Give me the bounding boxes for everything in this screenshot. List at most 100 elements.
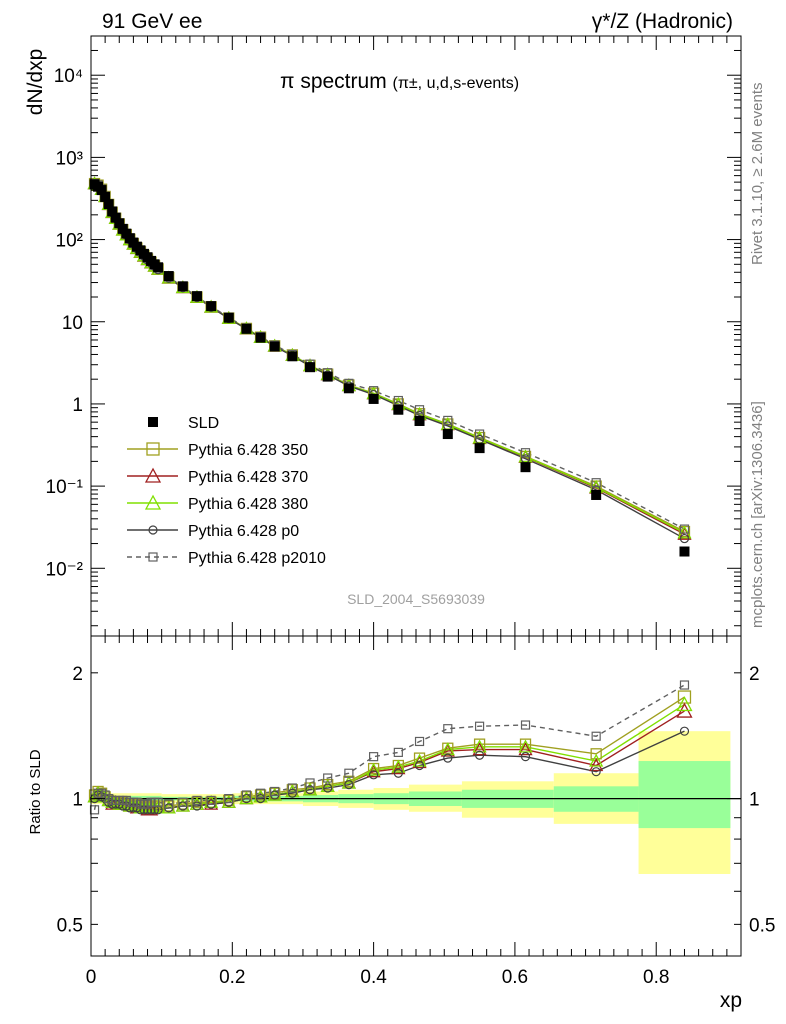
x-tick-label: 0 <box>86 967 97 988</box>
legend-label-pythia-6-428-p2010: Pythia 6.428 p2010 <box>188 550 326 567</box>
header-right-label: γ*/Z (Hadronic) <box>592 10 733 33</box>
ratio-point-pythia-6-428-p0 <box>474 750 485 760</box>
legend-marker-sld <box>148 417 158 427</box>
ratio-point-pythia-6-428-p0 <box>393 768 403 778</box>
ratio-point-pythia-6-428-380 <box>676 696 693 712</box>
main-axes: 10⁻² 10⁻¹ 1 10 10² 10³ 10⁴ <box>46 35 742 637</box>
main-plot-area <box>91 36 741 636</box>
data-point-sld <box>110 212 121 223</box>
ratio-point-pythia-6-428-p2010 <box>164 799 174 809</box>
ratio-point-pythia-6-428-p0 <box>344 780 354 790</box>
data-point-sld <box>223 312 234 323</box>
data-point-sld <box>206 301 217 312</box>
ratio-point-pythia-6-428-380 <box>161 800 176 814</box>
ratio-point-pythia-6-428-380 <box>391 759 406 773</box>
data-point-sld <box>442 429 453 440</box>
ratio-point-pythia-6-428-350 <box>473 738 486 750</box>
ratio-point-pythia-6-428-p2010 <box>255 788 266 798</box>
data-point-sld <box>255 332 266 343</box>
ratio-point-pythia-6-428-p2010 <box>206 795 216 806</box>
x-tick-label: 0.6 <box>502 967 528 988</box>
ratio-point-pythia-6-428-370 <box>366 764 381 778</box>
data-point-sld <box>191 291 202 302</box>
data-point-sld <box>679 546 690 557</box>
data-point-sld <box>103 199 114 210</box>
data-point-sld <box>591 489 602 500</box>
data-point-sld <box>393 404 404 415</box>
ratio-point-pythia-6-428-p2010 <box>393 747 403 757</box>
data-point-sld <box>96 185 107 196</box>
legend-marker-pythia-6-428-370 <box>144 467 162 483</box>
ratio-point-pythia-6-428-p0 <box>255 793 266 804</box>
ratio-point-pythia-6-428-370 <box>391 761 406 775</box>
side-label-top: Rivet 3.1.10, ≥ 2.6M events <box>749 83 766 266</box>
ratio-point-pythia-6-428-p0 <box>287 788 297 798</box>
ratio-point-pythia-6-428-p2010 <box>153 797 163 807</box>
ratio-point-pythia-6-428-380 <box>589 753 604 767</box>
main-title-sub: (π±, u,d,s-events) <box>393 75 520 92</box>
y-tick-label: 2 <box>72 664 83 685</box>
data-point-sld <box>163 271 174 282</box>
ratio-point-pythia-6-428-380 <box>239 791 254 805</box>
legend-label-pythia-6-428-350: Pythia 6.428 350 <box>188 442 308 459</box>
data-point-pythia-6-428-p2010 <box>443 415 453 426</box>
ratio-point-pythia-6-428-p2010 <box>224 793 234 804</box>
ratio-point-pythia-6-428-p2010 <box>474 721 485 731</box>
ratio-point-pythia-6-428-p2010 <box>344 768 354 778</box>
data-point-pythia-6-428-p2010 <box>474 429 485 439</box>
x-tick-label: 0.8 <box>643 967 669 988</box>
ratio-panel: 0 0.2 0.4 0.6 0.8 0.5 1 2 0.5 1 2 Ratio to SLD xp <box>27 635 775 1012</box>
data-point-pythia-6-428-p2010 <box>414 405 425 415</box>
ratio-point-pythia-6-428-p0 <box>679 726 690 736</box>
ratio-point-pythia-6-428-p0 <box>520 752 531 762</box>
data-point-pythia-6-428-p2010 <box>520 448 531 458</box>
x-tick-label: 0.4 <box>360 967 387 988</box>
y-tick-label: 10⁻² <box>46 559 84 580</box>
data-point-sld <box>114 218 125 229</box>
ratio-point-pythia-6-428-p0 <box>305 785 315 795</box>
ratio-point-pythia-6-428-p2010 <box>679 680 690 690</box>
data-point-sld <box>177 281 188 292</box>
analysis-watermark: SLD_2004_S5693039 <box>347 591 485 607</box>
ratio-uncertainty-bands <box>91 636 741 956</box>
y-tick-label-right: 0.5 <box>749 915 775 936</box>
legend-label-pythia-6-428-370: Pythia 6.428 370 <box>188 469 308 486</box>
ratio-point-pythia-6-428-p0 <box>414 760 425 771</box>
ratio-point-pythia-6-428-p2010 <box>443 724 453 734</box>
data-point-sld <box>269 341 280 352</box>
ratio-point-pythia-6-428-p0 <box>192 801 202 811</box>
ratio-point-pythia-6-428-350 <box>519 738 532 750</box>
data-point-sld <box>343 383 354 394</box>
x-axis-label: xp <box>720 989 742 1012</box>
data-point-sld <box>474 443 485 454</box>
header-left-label: 91 GeV ee <box>102 10 202 33</box>
ratio-point-pythia-6-428-p0 <box>591 767 601 777</box>
main-title-text: π spectrum <box>280 70 387 93</box>
ratio-point-pythia-6-428-p2010 <box>414 736 425 747</box>
x-tick-label: 0.2 <box>219 967 245 988</box>
y-tick-label: 10⁴ <box>54 66 83 87</box>
ratio-point-pythia-6-428-370 <box>472 742 487 756</box>
data-point-pythia-6-428-380 <box>677 525 692 539</box>
ratio-point-pythia-6-428-370 <box>412 755 427 769</box>
legend-label-pythia-6-428-p0: Pythia 6.428 p0 <box>188 523 299 540</box>
legend-label-pythia-6-428-380: Pythia 6.428 380 <box>188 496 308 513</box>
ratio-point-pythia-6-428-380 <box>366 762 381 776</box>
legend-marker-pythia-6-428-p2010 <box>148 552 158 562</box>
ratio-point-pythia-6-428-380 <box>412 753 427 767</box>
main-background-layer <box>91 36 741 636</box>
data-point-sld <box>100 191 111 202</box>
data-point-sld <box>322 371 333 382</box>
data-point-sld <box>520 462 531 473</box>
data-point-pythia-6-428-p2010 <box>591 478 601 488</box>
data-point-sld <box>414 415 425 426</box>
ratio-y-axis-label: Ratio to SLD <box>27 749 44 834</box>
main-panel: 10⁻² 10⁻¹ 1 10 10² 10³ 10⁴ π spectrum (π±, u,d… <box>24 35 742 637</box>
ratio-point-pythia-6-428-370 <box>518 742 533 756</box>
data-point-pythia-6-428-p2010 <box>393 395 403 406</box>
ratio-point-pythia-6-428-p0 <box>323 783 333 793</box>
ratio-point-pythia-6-428-380 <box>221 794 236 808</box>
ratio-point-pythia-6-428-p2010 <box>241 790 252 800</box>
ratio-point-pythia-6-428-380 <box>175 798 190 812</box>
